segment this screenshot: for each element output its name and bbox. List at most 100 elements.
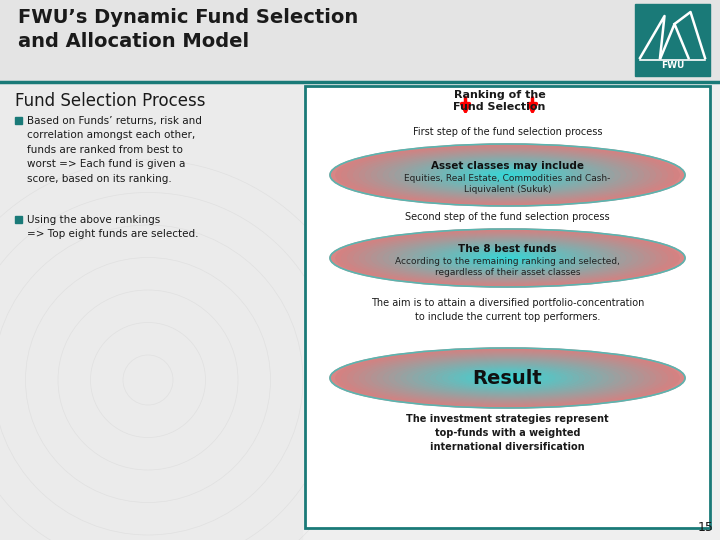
Ellipse shape bbox=[354, 233, 662, 283]
Text: 15: 15 bbox=[698, 521, 714, 534]
Ellipse shape bbox=[359, 149, 655, 201]
Ellipse shape bbox=[330, 144, 685, 206]
Ellipse shape bbox=[390, 358, 626, 398]
Ellipse shape bbox=[449, 248, 567, 268]
Ellipse shape bbox=[336, 145, 679, 205]
Text: The investment strategies represent
top-funds with a weighted
international dive: The investment strategies represent top-… bbox=[406, 414, 609, 452]
Ellipse shape bbox=[330, 348, 685, 408]
Ellipse shape bbox=[383, 153, 631, 197]
Ellipse shape bbox=[460, 167, 555, 183]
Text: FWU: FWU bbox=[661, 61, 684, 70]
Ellipse shape bbox=[372, 151, 644, 199]
Ellipse shape bbox=[348, 351, 667, 405]
Ellipse shape bbox=[502, 174, 513, 176]
Ellipse shape bbox=[472, 372, 543, 384]
Ellipse shape bbox=[395, 156, 620, 194]
Bar bbox=[0, 0, 720, 82]
Ellipse shape bbox=[495, 173, 519, 177]
Ellipse shape bbox=[466, 251, 549, 265]
Text: First step of the fund selection process: First step of the fund selection process bbox=[413, 127, 602, 137]
Ellipse shape bbox=[495, 256, 519, 260]
Text: Second step of the fund selection process: Second step of the fund selection proces… bbox=[405, 212, 610, 222]
Ellipse shape bbox=[419, 244, 596, 273]
Ellipse shape bbox=[490, 172, 526, 178]
Ellipse shape bbox=[466, 371, 549, 385]
Ellipse shape bbox=[359, 234, 655, 282]
Ellipse shape bbox=[407, 158, 608, 193]
Ellipse shape bbox=[336, 349, 679, 407]
Ellipse shape bbox=[419, 159, 596, 191]
Bar bbox=[15, 117, 22, 124]
Text: The 8 best funds: The 8 best funds bbox=[458, 244, 557, 254]
Text: Based on Funds’ returns, risk and
correlation amongst each other,
funds are rank: Based on Funds’ returns, risk and correl… bbox=[27, 116, 202, 184]
Ellipse shape bbox=[366, 150, 649, 200]
Ellipse shape bbox=[348, 232, 667, 284]
Text: Fund Selection Process: Fund Selection Process bbox=[15, 92, 205, 110]
Ellipse shape bbox=[425, 364, 590, 392]
Text: Result: Result bbox=[472, 368, 542, 388]
Text: According to the remaining ranking and selected,
regardless of their asset class: According to the remaining ranking and s… bbox=[395, 256, 620, 278]
Ellipse shape bbox=[401, 241, 614, 275]
Ellipse shape bbox=[354, 148, 662, 202]
Ellipse shape bbox=[484, 171, 531, 179]
Text: Equities, Real Estate, Commodities and Cash-
Liquivalent (Sukuk): Equities, Real Estate, Commodities and C… bbox=[405, 173, 611, 194]
Ellipse shape bbox=[490, 255, 526, 261]
Ellipse shape bbox=[502, 377, 513, 379]
Ellipse shape bbox=[372, 236, 644, 280]
Ellipse shape bbox=[330, 144, 685, 206]
Ellipse shape bbox=[484, 254, 531, 262]
Ellipse shape bbox=[431, 365, 585, 391]
Text: Asset classes may include: Asset classes may include bbox=[431, 161, 584, 171]
Ellipse shape bbox=[466, 168, 549, 182]
Ellipse shape bbox=[413, 158, 602, 192]
Ellipse shape bbox=[460, 250, 555, 266]
Text: Ranking of the
Fund Selection: Ranking of the Fund Selection bbox=[454, 90, 546, 112]
Ellipse shape bbox=[478, 373, 537, 383]
Bar bbox=[305, 86, 710, 528]
Ellipse shape bbox=[377, 152, 638, 198]
Ellipse shape bbox=[490, 375, 526, 381]
Ellipse shape bbox=[383, 238, 631, 278]
Ellipse shape bbox=[407, 361, 608, 395]
Ellipse shape bbox=[442, 367, 572, 389]
Ellipse shape bbox=[413, 242, 602, 273]
Ellipse shape bbox=[407, 241, 608, 274]
Ellipse shape bbox=[436, 246, 578, 269]
Ellipse shape bbox=[454, 369, 561, 387]
Ellipse shape bbox=[460, 370, 555, 386]
Ellipse shape bbox=[342, 231, 673, 285]
Ellipse shape bbox=[478, 253, 537, 263]
Ellipse shape bbox=[390, 154, 626, 195]
Text: The aim is to attain a diversified portfolio-concentration
to include the curren: The aim is to attain a diversified portf… bbox=[371, 298, 644, 322]
Ellipse shape bbox=[359, 353, 655, 403]
Ellipse shape bbox=[442, 164, 572, 186]
Ellipse shape bbox=[425, 160, 590, 190]
Ellipse shape bbox=[377, 237, 638, 279]
Ellipse shape bbox=[413, 362, 602, 394]
Ellipse shape bbox=[330, 348, 685, 408]
Ellipse shape bbox=[502, 257, 513, 259]
Ellipse shape bbox=[336, 230, 679, 286]
Bar bbox=[635, 4, 710, 76]
Ellipse shape bbox=[472, 169, 543, 181]
Ellipse shape bbox=[377, 356, 638, 400]
Ellipse shape bbox=[330, 229, 685, 287]
Ellipse shape bbox=[401, 157, 614, 194]
Text: FWU’s Dynamic Fund Selection
and Allocation Model: FWU’s Dynamic Fund Selection and Allocat… bbox=[18, 8, 359, 51]
Ellipse shape bbox=[401, 360, 614, 396]
Ellipse shape bbox=[442, 247, 572, 268]
Ellipse shape bbox=[484, 374, 531, 382]
Ellipse shape bbox=[348, 147, 667, 203]
Ellipse shape bbox=[495, 376, 519, 380]
Ellipse shape bbox=[342, 146, 673, 204]
Ellipse shape bbox=[366, 235, 649, 281]
Ellipse shape bbox=[330, 229, 685, 287]
Ellipse shape bbox=[431, 246, 585, 271]
Ellipse shape bbox=[419, 363, 596, 393]
Ellipse shape bbox=[366, 354, 649, 402]
Ellipse shape bbox=[342, 350, 673, 406]
Bar bbox=[15, 216, 22, 223]
Ellipse shape bbox=[454, 249, 561, 267]
Ellipse shape bbox=[478, 170, 537, 180]
Ellipse shape bbox=[354, 352, 662, 404]
